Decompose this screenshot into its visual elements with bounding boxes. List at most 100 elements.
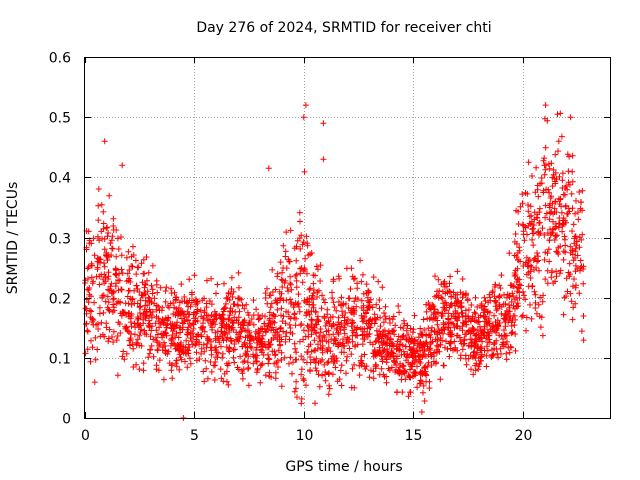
data-point: [548, 193, 555, 200]
data-point: [300, 375, 307, 382]
data-point: [428, 327, 435, 334]
data-point: [364, 325, 371, 332]
data-point: [296, 308, 303, 315]
data-point: [274, 306, 281, 313]
data-point: [580, 313, 587, 319]
data-point: [376, 371, 383, 378]
ticks: [85, 57, 610, 419]
data-point: [566, 260, 573, 267]
data-point: [508, 330, 515, 337]
data-point: [110, 339, 117, 345]
data-point: [126, 342, 133, 349]
data-point: [410, 349, 416, 356]
data-point: [176, 366, 183, 373]
data-point: [162, 288, 169, 294]
data-point: [533, 310, 540, 317]
data-point: [128, 301, 135, 308]
data-point: [580, 337, 587, 344]
data-point: [243, 301, 250, 308]
data-point: [323, 328, 330, 335]
data-point: [313, 367, 320, 374]
data-point: [155, 367, 162, 374]
data-point: [555, 220, 562, 227]
data-point: [304, 242, 311, 249]
data-point: [491, 340, 498, 346]
data-point: [127, 319, 134, 326]
data-point: [324, 348, 331, 355]
data-point: [522, 296, 529, 303]
data-point: [578, 328, 585, 335]
data-point: [276, 334, 283, 341]
data-point: [213, 311, 220, 317]
data-point: [269, 266, 276, 273]
data-point: [212, 335, 219, 342]
data-point: [335, 331, 342, 338]
data-point: [363, 281, 370, 288]
data-point: [335, 329, 341, 336]
data-point: [496, 320, 503, 326]
data-point: [298, 321, 305, 327]
data-point: [106, 307, 113, 314]
data-point: [94, 266, 101, 273]
data-point: [298, 353, 305, 360]
x-tick-label: 10: [296, 428, 314, 444]
data-point: [435, 294, 442, 301]
data-point: [475, 332, 482, 339]
data-point: [300, 377, 307, 384]
data-point: [239, 302, 246, 309]
data-point: [109, 334, 115, 340]
data-point: [244, 348, 251, 355]
data-point: [239, 325, 246, 332]
data-point: [338, 382, 345, 389]
data-point: [286, 313, 292, 320]
data-point: [104, 224, 111, 231]
data-point: [496, 294, 503, 301]
data-point: [107, 240, 114, 247]
data-point: [231, 341, 238, 347]
data-point: [484, 329, 491, 335]
data-point: [137, 329, 144, 335]
data-point: [221, 304, 228, 311]
data-point: [556, 215, 563, 221]
data-point: [93, 321, 100, 328]
data-point: [343, 357, 350, 364]
data-point: [447, 327, 454, 334]
data-point: [285, 288, 292, 295]
data-point: [332, 364, 339, 371]
data-point: [366, 374, 373, 381]
data-point: [483, 363, 490, 370]
data-point: [310, 280, 317, 287]
data-point: [498, 310, 505, 317]
data-point: [515, 276, 521, 283]
data-point: [421, 398, 428, 404]
data-point: [332, 337, 339, 344]
data-point: [117, 330, 124, 336]
data-point: [196, 356, 203, 362]
data-point: [407, 366, 413, 373]
data-point: [389, 343, 396, 350]
data-point: [453, 299, 460, 306]
data-point: [450, 310, 457, 317]
data-point: [304, 322, 311, 329]
data-point: [140, 256, 147, 263]
data-point: [100, 292, 107, 299]
data-point: [305, 252, 312, 259]
data-point: [315, 266, 321, 273]
data-point: [198, 313, 205, 320]
data-point: [297, 245, 304, 252]
data-point: [511, 322, 518, 329]
data-point: [569, 283, 576, 290]
data-point: [190, 311, 197, 318]
data-point: [367, 324, 374, 331]
data-point: [176, 324, 183, 331]
data-point: [513, 207, 520, 214]
data-point: [92, 334, 99, 341]
data-point: [505, 344, 512, 351]
data-point: [108, 237, 115, 244]
data-point: [329, 289, 335, 296]
data-point: [569, 247, 576, 254]
data-point: [519, 200, 526, 207]
data-point: [543, 210, 550, 217]
data-point: [541, 155, 548, 162]
data-point: [382, 303, 389, 310]
